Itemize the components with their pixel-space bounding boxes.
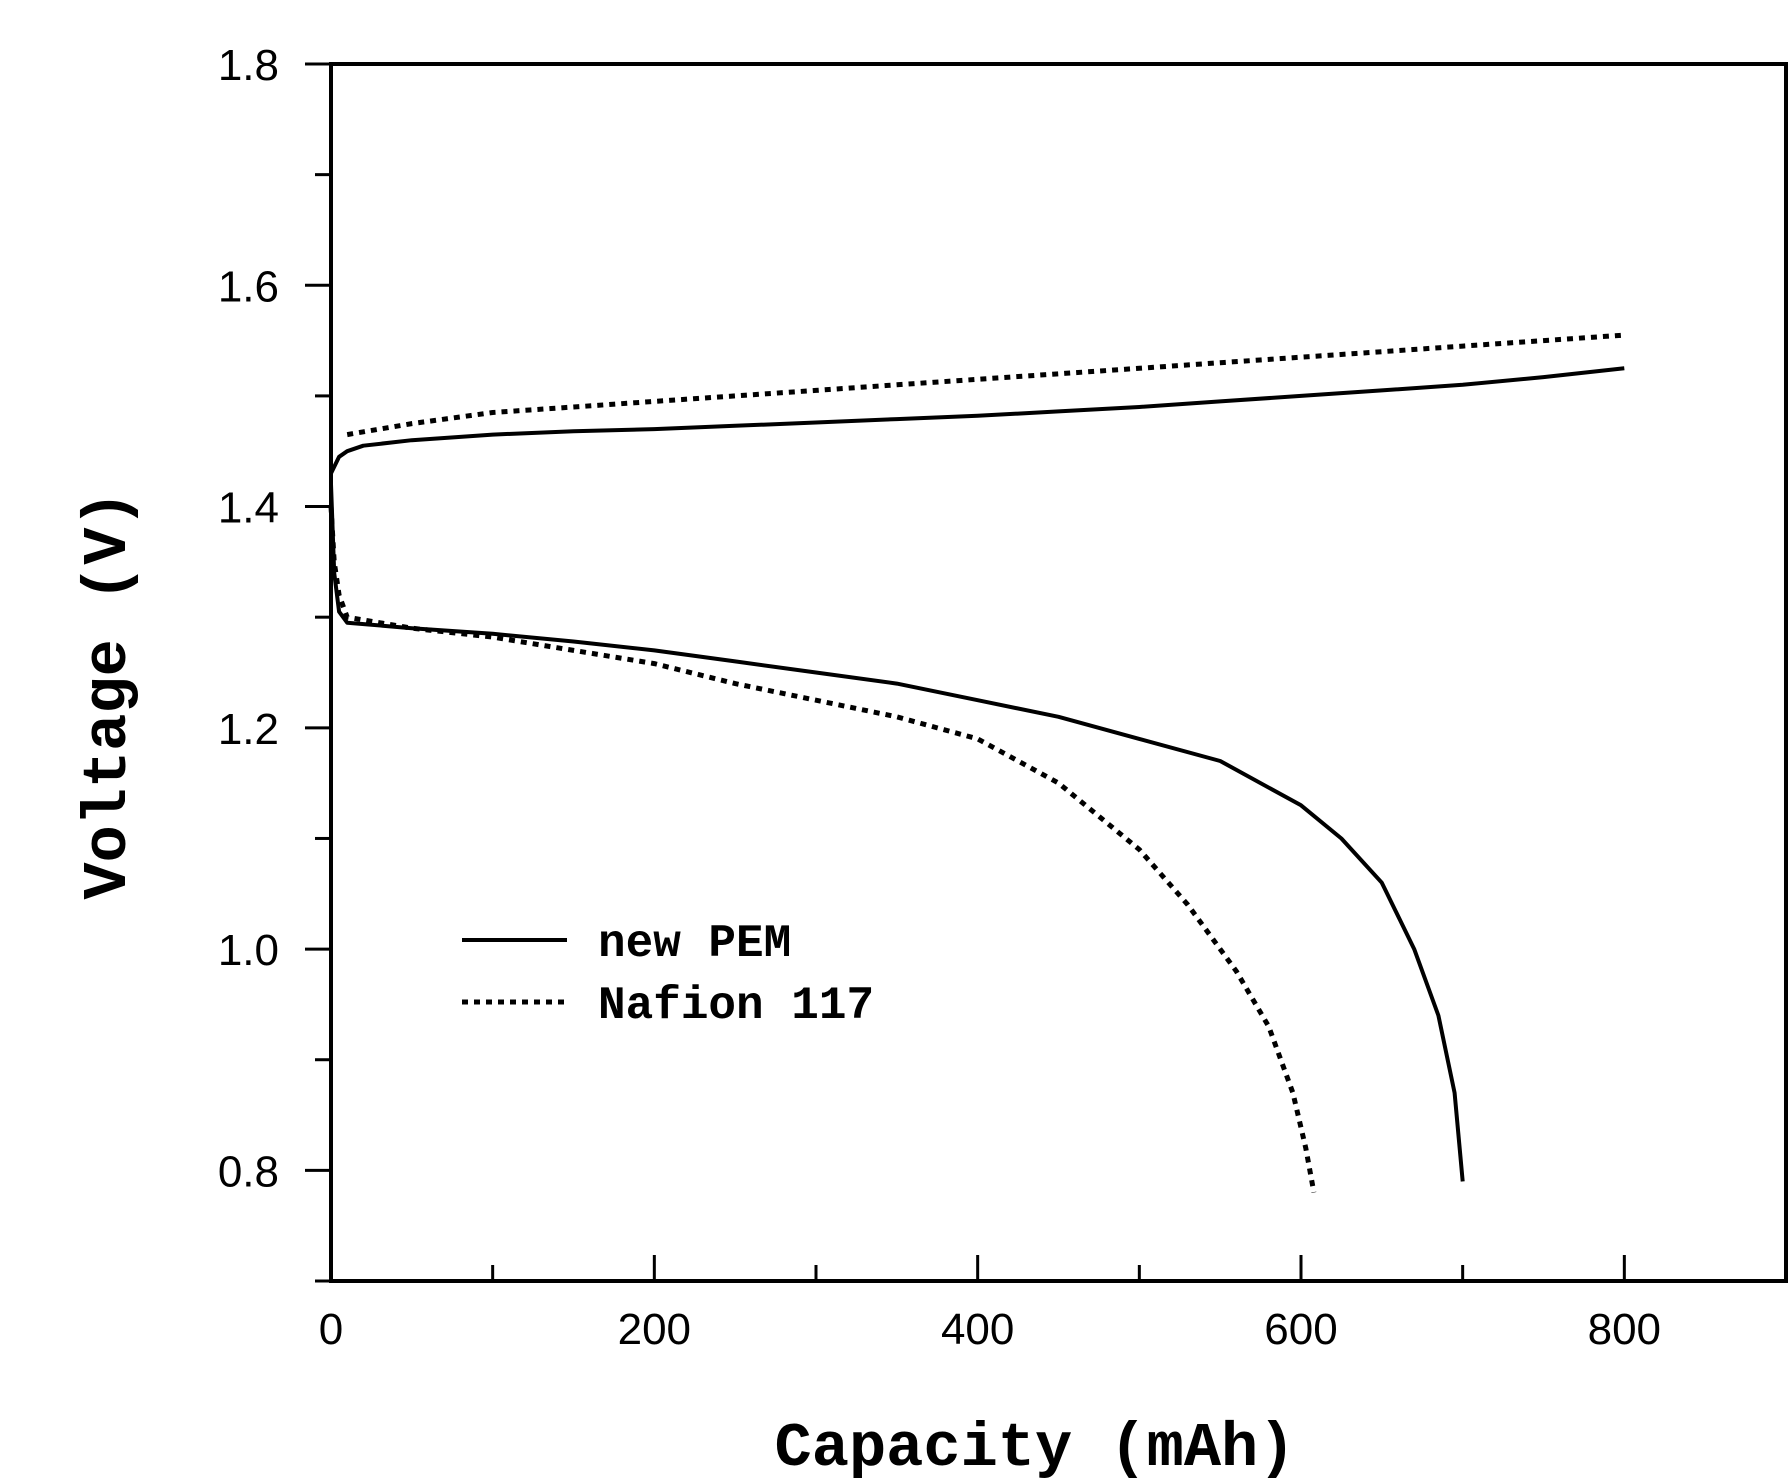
y-tick-label: 0.8 (218, 1147, 279, 1196)
y-tick-label: 1.4 (218, 484, 279, 533)
y-tick-label: 1.8 (218, 41, 279, 90)
plot-frame (329, 62, 1788, 1283)
x-axis-title: Capacity (mAh) (775, 1413, 1296, 1479)
y-tick-label: 1.6 (218, 262, 279, 311)
legend-label: new PEM (598, 918, 791, 970)
x-tick-label: 800 (1588, 1305, 1661, 1354)
series-line-nafion-117-charge (346, 332, 1625, 438)
y-tick-label: 1.0 (218, 926, 279, 975)
x-tick-label: 400 (941, 1305, 1014, 1354)
series-line-nafion-117-discharge (328, 506, 1317, 1193)
x-tick-label: 200 (618, 1305, 691, 1354)
legend-label: Nafion 117 (598, 980, 874, 1032)
series-line-new-pem-charge (329, 366, 1625, 475)
y-axis-title: Voltage (V) (73, 490, 144, 899)
x-tick-label: 0 (319, 1305, 343, 1354)
series-line-new-pem-discharge (329, 484, 1465, 1182)
series-layer (328, 332, 1625, 1193)
y-tick-label: 1.2 (218, 705, 279, 754)
axes: 0 200 400 600 800 0.8 1.0 1.2 1.4 1.6 1.8 (218, 41, 1788, 1354)
legend: new PEM Nafion 117 (462, 918, 874, 1032)
x-tick-label: 600 (1264, 1305, 1337, 1354)
